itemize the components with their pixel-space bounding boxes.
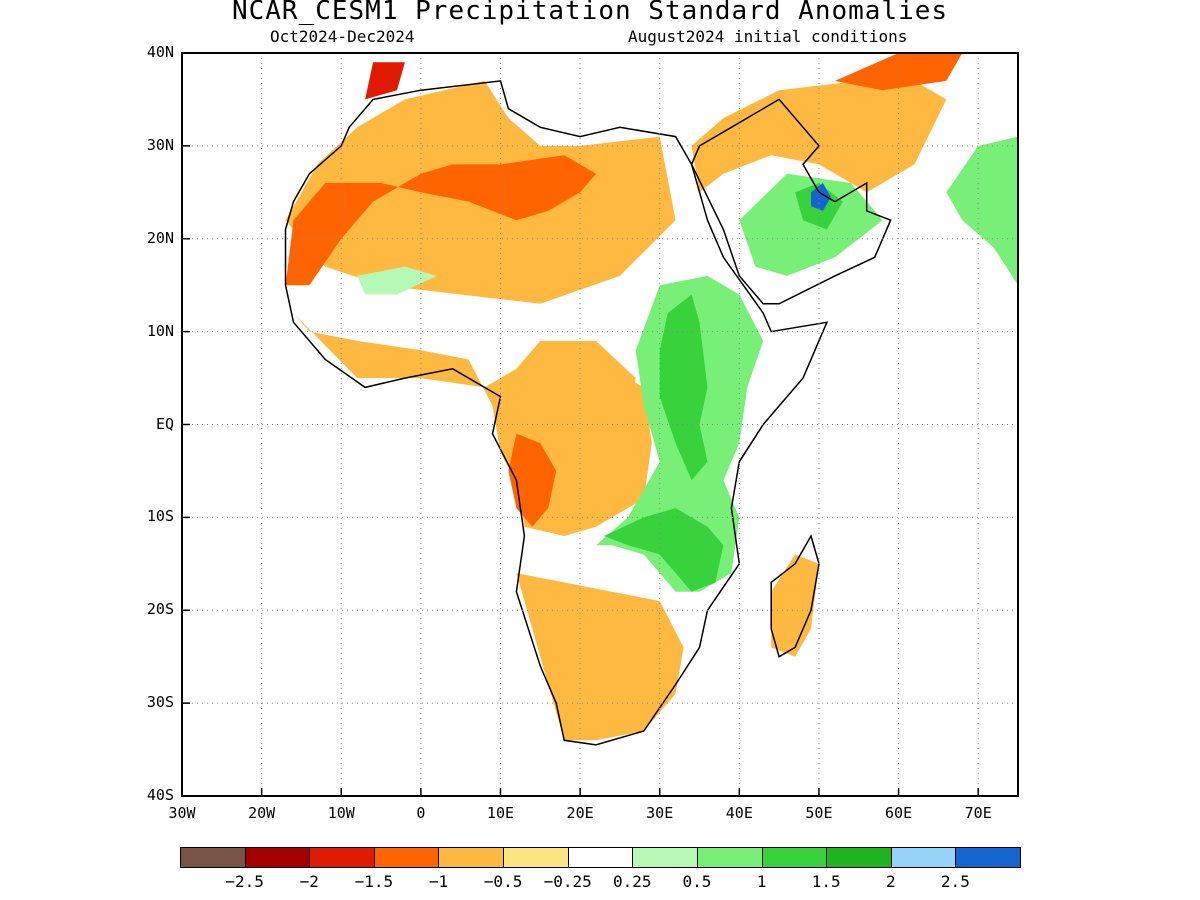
forecast-period: Oct2024-Dec2024 bbox=[270, 27, 415, 46]
colorbar-label: −1 bbox=[428, 872, 449, 891]
lat-label: 10N bbox=[146, 321, 174, 340]
lat-label: EQ bbox=[155, 414, 174, 433]
anomaly-region-9 bbox=[834, 53, 963, 91]
colorbar-swatch bbox=[244, 847, 311, 868]
lat-label: 30N bbox=[146, 135, 174, 154]
colorbar-swatch bbox=[373, 847, 440, 868]
colorbar-label: 0.25 bbox=[613, 872, 652, 891]
lat-label: 40S bbox=[146, 786, 174, 804]
lon-label: 60E bbox=[885, 804, 913, 822]
colorbar-label: −0.5 bbox=[483, 872, 523, 891]
coastlines bbox=[284, 80, 892, 746]
colorbar-label: 1 bbox=[756, 872, 767, 891]
lat-label: 40N bbox=[146, 43, 174, 61]
anomaly-region-1 bbox=[285, 155, 596, 286]
colorbar-swatch bbox=[438, 847, 505, 868]
colorbar-swatch bbox=[632, 847, 698, 868]
anomaly-region-15 bbox=[811, 183, 831, 211]
colorbar-label: −1.5 bbox=[354, 872, 394, 891]
colorbar-swatch bbox=[696, 847, 763, 868]
colorbar-label: 2.5 bbox=[940, 872, 970, 891]
anomaly-region-2 bbox=[365, 62, 405, 100]
anomaly-region-17 bbox=[357, 266, 437, 295]
colorbar-swatch bbox=[955, 847, 1021, 868]
lon-label: 20E bbox=[566, 804, 594, 822]
anomaly-region-16 bbox=[946, 136, 1018, 286]
lat-label: 20N bbox=[146, 228, 174, 247]
lon-label: 30W bbox=[168, 804, 196, 822]
colorbar-swatch bbox=[309, 847, 375, 868]
anomaly-region-12 bbox=[604, 508, 724, 592]
lon-label: 0 bbox=[416, 804, 426, 822]
lon-label: 30E bbox=[646, 804, 674, 822]
anomaly-shading bbox=[285, 53, 1018, 741]
lat-label: 30S bbox=[146, 693, 174, 712]
arabia-coastline bbox=[690, 98, 892, 305]
colorbar-label: 1.5 bbox=[811, 872, 841, 891]
colorbar-swatch bbox=[826, 847, 892, 868]
lon-label: 70E bbox=[964, 804, 992, 822]
anomaly-region-13 bbox=[739, 173, 883, 276]
africa-coastline bbox=[284, 80, 829, 746]
initial-conditions: August2024 initial conditions bbox=[628, 27, 908, 46]
colorbar-swatch bbox=[180, 847, 246, 868]
lon-label: 20W bbox=[248, 804, 276, 822]
anomaly-region-8 bbox=[691, 80, 947, 193]
madagascar-coastline bbox=[770, 534, 820, 658]
lon-label: 10W bbox=[327, 804, 355, 822]
lon-label: 50E bbox=[805, 804, 833, 822]
colorbar-label: −0.25 bbox=[543, 872, 592, 891]
colorbar-swatch bbox=[890, 847, 957, 868]
chart-title: NCAR_CESM1 Precipitation Standard Anomal… bbox=[231, 0, 949, 26]
colorbar-swatch bbox=[503, 847, 569, 868]
colorbar-label: 2 bbox=[885, 872, 896, 891]
anomaly-region-11 bbox=[659, 294, 708, 481]
colorbar-swatch bbox=[567, 847, 634, 868]
colorbar-label: 0.5 bbox=[682, 872, 712, 891]
anomaly-region-7 bbox=[771, 554, 819, 657]
anomaly-region-6 bbox=[516, 573, 684, 741]
lat-label: 10S bbox=[146, 507, 174, 526]
colorbar-label: −2.5 bbox=[225, 872, 264, 891]
axis-ticks bbox=[181, 52, 979, 797]
lon-label: 10E bbox=[486, 804, 515, 822]
colorbar-label: −2 bbox=[299, 872, 319, 891]
lon-label: 40E bbox=[725, 804, 753, 822]
lat-label: 20S bbox=[146, 600, 174, 619]
colorbar-swatch bbox=[761, 847, 828, 868]
